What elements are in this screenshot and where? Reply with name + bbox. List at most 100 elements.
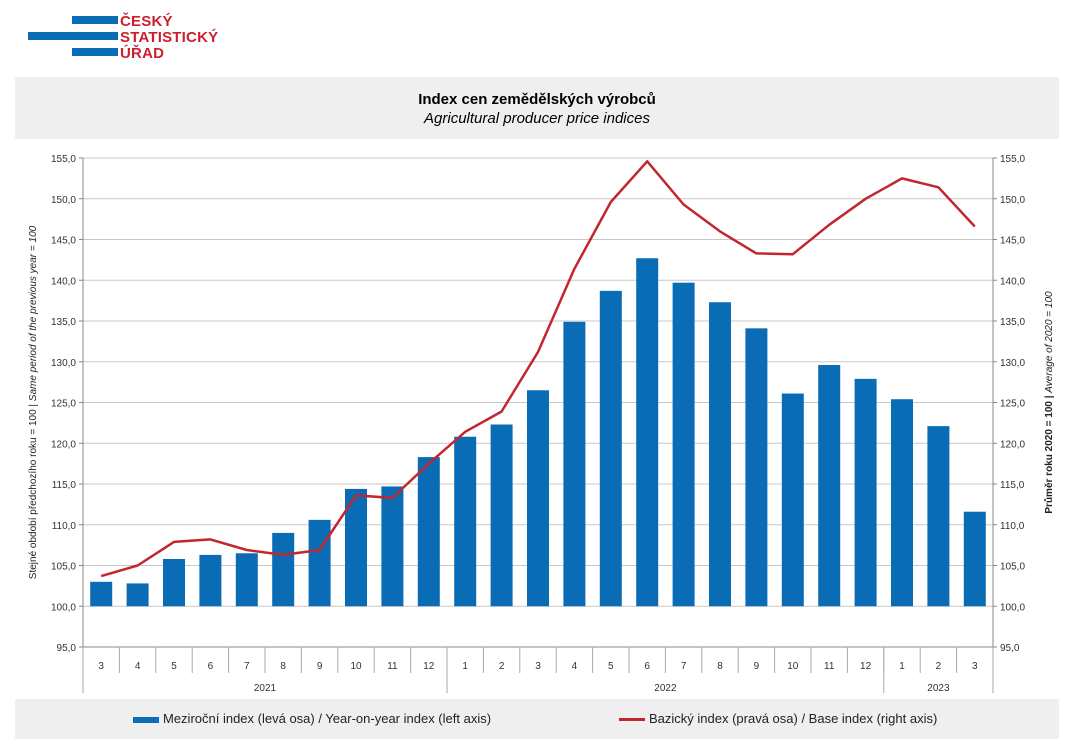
bar <box>527 390 549 607</box>
x-tick-label: 9 <box>754 661 760 672</box>
x-tick-label: 12 <box>860 661 872 672</box>
x-tick-label: 3 <box>535 661 541 672</box>
y-tick-label-right: 150,0 <box>1000 195 1025 206</box>
x-tick-label: 8 <box>280 661 286 672</box>
y-tick-label-right: 95,0 <box>1000 643 1020 654</box>
y-tick-label-right: 130,0 <box>1000 358 1025 369</box>
y-tick-label-left: 120,0 <box>51 439 76 450</box>
year-label: 2023 <box>927 683 950 694</box>
x-tick-label: 3 <box>98 661 104 672</box>
x-tick-label: 4 <box>572 661 578 672</box>
y-tick-label-left: 115,0 <box>52 480 77 491</box>
y-tick-label-right: 140,0 <box>1000 276 1025 287</box>
chart-title-box: Index cen zemědělských výrobců Agricultu… <box>15 77 1059 139</box>
bar <box>199 554 222 607</box>
year-label: 2022 <box>654 683 677 694</box>
x-tick-label: 1 <box>462 661 468 672</box>
bar <box>781 393 804 607</box>
y-tick-label-left: 105,0 <box>51 562 76 573</box>
legend-label-bars: Meziroční index (levá osa) / Year-on-yea… <box>163 711 492 726</box>
y-tick-label-right: 100,0 <box>1000 602 1025 613</box>
bar <box>272 532 295 607</box>
x-tick-label: 11 <box>387 661 398 672</box>
logo-text: ČESKÝ STATISTICKÝ ÚŘAD <box>120 14 218 62</box>
logo-bar <box>72 16 118 24</box>
bar <box>745 328 768 607</box>
y-tick-label-right: 120,0 <box>1000 439 1025 450</box>
bar <box>891 399 913 607</box>
x-tick-label: 1 <box>899 661 905 672</box>
x-tick-label: 4 <box>135 661 141 672</box>
y-axis-title-right-cz: Průměr roku 2020 = 100 | <box>1043 393 1055 514</box>
chart-title: Index cen zemědělských výrobců <box>418 91 656 108</box>
y-tick-label-left: 100,0 <box>51 602 76 613</box>
bar <box>709 302 731 607</box>
logo-line: ČESKÝ <box>120 13 173 30</box>
y-tick-label-right: 105,0 <box>1000 562 1025 573</box>
x-tick-label: 6 <box>208 661 214 672</box>
x-tick-label: 5 <box>171 661 177 672</box>
x-tick-label: 9 <box>317 661 323 672</box>
x-tick-label: 11 <box>824 661 835 672</box>
legend-item-line: Bazický index (pravá osa) / Base index (… <box>619 711 937 726</box>
legend-swatch-bars <box>133 716 159 723</box>
x-tick-label: 10 <box>787 661 799 672</box>
bar <box>417 457 440 607</box>
logo-bar <box>72 48 118 56</box>
logo-line: ÚŘAD <box>120 45 165 62</box>
legend: Meziroční index (levá osa) / Year-on-yea… <box>15 699 1059 739</box>
x-tick-label: 2 <box>499 661 505 672</box>
logo-bar <box>28 32 118 40</box>
x-tick-label: 6 <box>644 661 650 672</box>
legend-label-line: Bazický index (pravá osa) / Base index (… <box>649 711 938 726</box>
y-axis-title-left-en: Same period of the previous year = 100 <box>28 225 39 401</box>
x-tick-label: 7 <box>244 661 250 672</box>
bar <box>818 365 841 607</box>
y-tick-label-left: 135,0 <box>51 317 76 328</box>
bar <box>454 436 477 607</box>
legend-swatch-line <box>619 718 645 722</box>
x-tick-label: 2 <box>936 661 942 672</box>
bar <box>672 282 695 607</box>
bar <box>636 258 659 607</box>
y-tick-label-right: 110,0 <box>1000 521 1025 532</box>
y-tick-label-left: 155,0 <box>51 154 76 165</box>
bar <box>345 488 367 607</box>
x-tick-label: 8 <box>717 661 723 672</box>
bar <box>563 321 586 607</box>
bar <box>381 486 404 607</box>
bar <box>235 553 258 607</box>
y-tick-label-left: 130,0 <box>51 358 76 369</box>
y-tick-label-left: 95,0 <box>57 643 77 654</box>
y-axis-title-left: Stejné období předchozího roku = 100 | S… <box>28 225 39 579</box>
bar <box>163 558 185 607</box>
series-line-base-index <box>100 160 976 578</box>
bar <box>308 519 331 607</box>
y-tick-label-right: 145,0 <box>1000 236 1025 247</box>
legend-item-bars: Meziroční index (levá osa) / Year-on-yea… <box>133 711 491 726</box>
y-tick-label-left: 140,0 <box>51 276 76 287</box>
logo-line: STATISTICKÝ <box>120 29 219 46</box>
x-tick-label: 3 <box>972 661 978 672</box>
csu-logo: ČESKÝ STATISTICKÝ ÚŘAD <box>28 12 218 64</box>
y-axis-title-right: Průměr roku 2020 = 100 | Average of 2020… <box>1043 291 1055 514</box>
year-label: 2021 <box>254 683 277 694</box>
y-axis-title-right-en: Average of 2020 = 100 <box>1044 291 1055 394</box>
bar <box>927 426 950 607</box>
y-tick-label-left: 145,0 <box>51 236 76 247</box>
y-tick-label-right: 125,0 <box>1000 399 1025 410</box>
y-tick-label-right: 115,0 <box>1000 480 1025 491</box>
y-tick-label-left: 150,0 <box>51 195 76 206</box>
x-tick-label: 7 <box>681 661 687 672</box>
bar <box>126 583 149 607</box>
x-tick-label: 10 <box>350 661 362 672</box>
bar <box>90 581 113 607</box>
x-tick-label: 5 <box>608 661 614 672</box>
bar <box>854 378 877 607</box>
y-tick-label-right: 155,0 <box>1000 154 1025 165</box>
y-tick-label-left: 125,0 <box>51 399 76 410</box>
x-tick-label: 12 <box>423 661 435 672</box>
bar <box>963 511 986 607</box>
chart-subtitle: Agricultural producer price indices <box>424 110 650 127</box>
